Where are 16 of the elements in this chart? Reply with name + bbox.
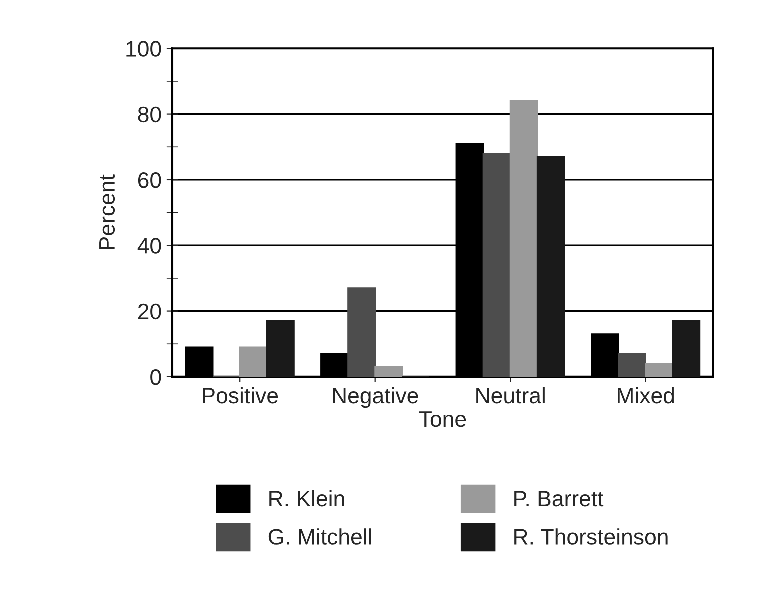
y-axis-title: Percent (100, 174, 116, 250)
y-tick-label: 60 (138, 172, 162, 188)
y-tick-label: 100 (126, 41, 162, 57)
legend-label: G. Mitchell (268, 528, 372, 545)
legend-label: R. Thorsteinson (514, 528, 668, 545)
x-tick-label: Negative (333, 387, 418, 408)
x-axis-title: Tone (419, 412, 466, 428)
x-tick-label: Mixed (618, 387, 674, 404)
y-tick-label: 20 (138, 304, 162, 320)
x-tick-label: Positive (203, 387, 278, 404)
legend-label: R. Klein (270, 490, 344, 507)
legend-label: P. Barrett (514, 491, 604, 507)
y-tick-label: 80 (138, 106, 162, 123)
x-tick-label: Neutral (476, 387, 545, 404)
y-tick-label: 40 (138, 238, 162, 254)
y-tick-label: 0 (150, 369, 162, 386)
